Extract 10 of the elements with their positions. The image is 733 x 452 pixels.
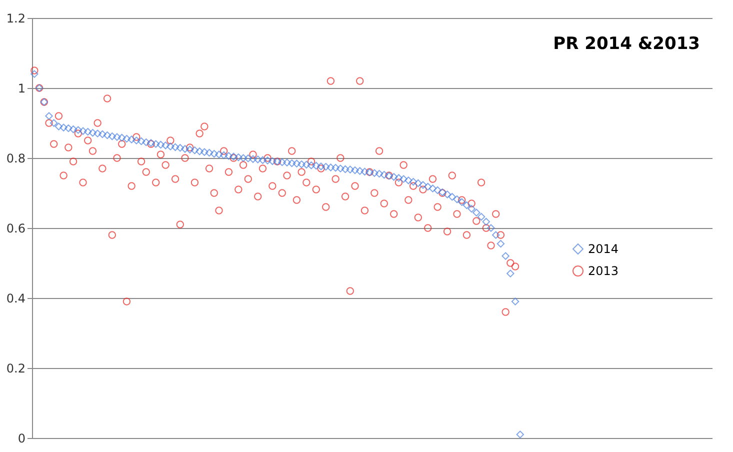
y-tick-label: 0.6 [6, 222, 26, 236]
text: PR 2014 &2013 [553, 34, 700, 54]
y-tick-label: 0.8 [6, 152, 26, 166]
y-tick-label: 1.2 [6, 12, 26, 26]
y-tick-label: 1 [18, 82, 26, 96]
y-tick-label: 0.4 [6, 292, 26, 306]
legend-label: 2013 [588, 264, 619, 278]
legend-label: 2014 [588, 242, 619, 256]
y-tick-label: 0.2 [6, 362, 26, 376]
y-tick-label: 0 [18, 432, 26, 446]
